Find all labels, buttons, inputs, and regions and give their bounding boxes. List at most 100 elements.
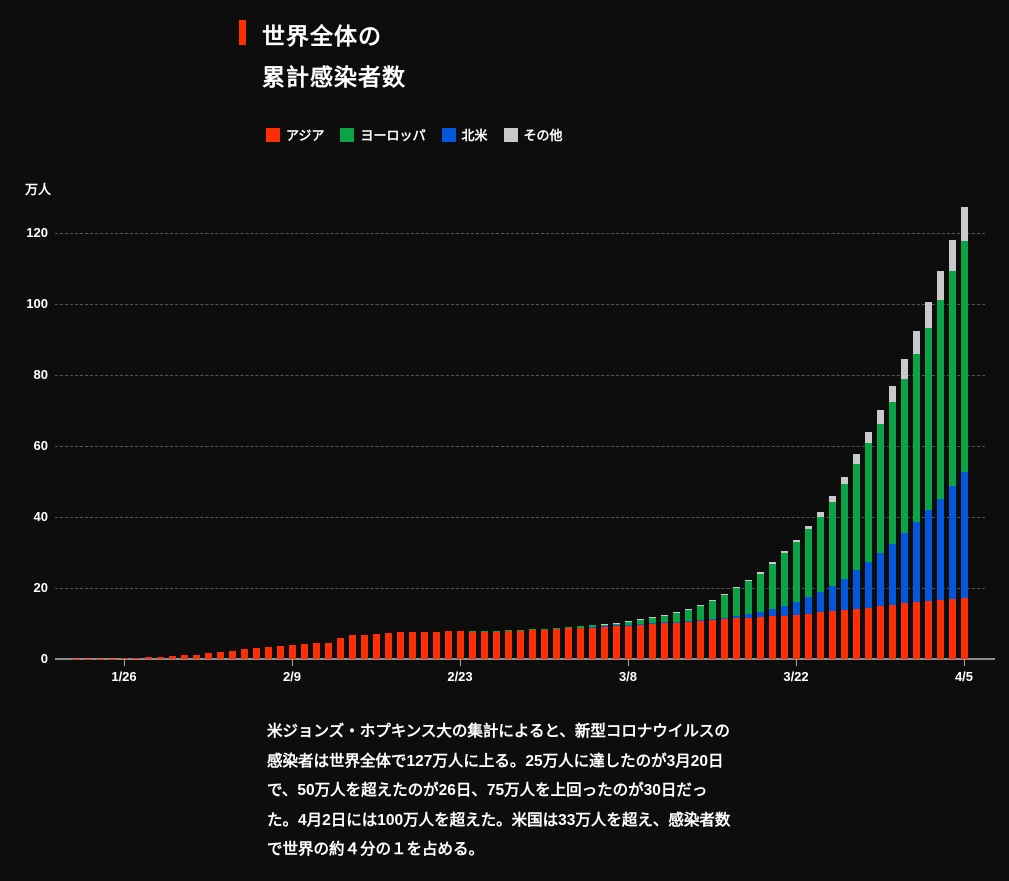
bar-segment — [576, 626, 584, 628]
bar-segment — [708, 600, 716, 619]
legend-swatch-asia — [266, 127, 280, 142]
bar-segment — [552, 628, 560, 659]
bar-segment — [468, 631, 476, 659]
bar-segment — [720, 594, 728, 618]
bar-segment — [288, 644, 296, 659]
bar-segment — [792, 614, 800, 659]
bar-segment — [804, 596, 812, 614]
bar-segment — [936, 299, 944, 499]
bar-segment — [816, 592, 824, 613]
bar-segment — [228, 650, 236, 659]
x-tick-label: 2/23 — [447, 669, 473, 684]
legend-swatch-europe — [340, 127, 355, 142]
x-tick-mark — [628, 659, 629, 666]
bar-segment — [792, 542, 800, 603]
bar-segment — [948, 239, 956, 271]
y-tick-label: 40 — [33, 509, 48, 524]
x-tick-mark — [964, 659, 965, 666]
x-tick-mark — [460, 659, 461, 666]
bar-segment — [864, 561, 872, 608]
x-tick-label: 3/22 — [783, 669, 809, 684]
bar-segment — [756, 617, 764, 659]
bar-segment — [864, 443, 872, 562]
bar-segment — [636, 624, 644, 659]
bar-segment — [336, 637, 344, 659]
bar-segment — [360, 634, 368, 659]
bar-segment — [828, 502, 836, 587]
bar-segment — [900, 603, 908, 659]
bar-segment — [276, 645, 284, 659]
bar-segment — [840, 476, 848, 485]
bar-segment — [924, 510, 932, 601]
bar-segment — [156, 656, 164, 659]
legend-item-north-america: 北米 — [441, 125, 488, 144]
bar-segment — [516, 630, 524, 659]
bar-segment — [120, 658, 128, 659]
x-tick-mark — [292, 659, 293, 666]
bar-segment — [396, 632, 404, 659]
bar-segment — [780, 615, 788, 659]
bar-segment — [180, 655, 188, 659]
bar-segment — [660, 622, 668, 659]
y-tick-label: 80 — [33, 367, 48, 382]
gridline — [55, 516, 985, 518]
bar-segment — [732, 618, 740, 659]
bar-segment — [948, 598, 956, 659]
bar-segment — [936, 599, 944, 659]
bar-segment — [708, 599, 716, 601]
bar-segment — [924, 328, 932, 511]
legend-item-others: その他 — [503, 125, 563, 144]
bar-segment — [552, 627, 560, 629]
bar-segment — [600, 626, 608, 659]
bar-segment — [852, 463, 860, 571]
x-tick-label: 3/8 — [618, 669, 638, 684]
x-tick-mark — [124, 659, 125, 666]
bar-segment — [696, 619, 704, 621]
bar-segment — [432, 631, 440, 659]
bar-segment — [564, 628, 572, 659]
bar-segment — [804, 613, 812, 659]
title-accent-bar — [239, 20, 246, 45]
bar-segment — [792, 602, 800, 615]
bar-segment — [672, 622, 680, 659]
bar-segment — [744, 614, 752, 618]
bar-segment — [708, 618, 716, 620]
bar-segment — [684, 609, 692, 621]
bar-segment — [696, 620, 704, 659]
bar-segment — [384, 633, 392, 659]
bar-segment — [720, 619, 728, 659]
gridline — [55, 587, 985, 589]
bar-segment — [420, 631, 428, 659]
bar-segment — [864, 431, 872, 444]
x-tick-label: 1/26 — [111, 669, 137, 684]
bar-segment — [564, 627, 572, 629]
bar-segment — [744, 617, 752, 659]
bar-segment — [540, 628, 548, 630]
bar-segment — [252, 647, 260, 659]
bar-segment — [912, 330, 920, 354]
bar-segment — [588, 625, 596, 628]
bar-segment — [684, 620, 692, 622]
bar-segment — [876, 606, 884, 659]
y-tick-label: 100 — [26, 296, 48, 311]
legend-label-others: その他 — [523, 128, 563, 143]
x-tick-label: 4/5 — [954, 669, 974, 684]
bar-segment — [456, 631, 464, 659]
bar-segment — [768, 616, 776, 659]
bar-segment — [888, 386, 896, 403]
bar-segment — [864, 607, 872, 659]
bar-segment — [312, 643, 320, 659]
bar-segment — [804, 525, 812, 530]
bar-segment — [960, 597, 968, 659]
bar-segment — [936, 270, 944, 300]
bar-segment — [960, 471, 968, 598]
bar-segment — [636, 619, 644, 624]
bar-segment — [828, 611, 836, 659]
y-tick-label: 60 — [33, 438, 48, 453]
legend-label-north-america: 北米 — [461, 128, 488, 143]
chart-title-line1: 世界全体の — [262, 23, 382, 49]
bar-segment — [648, 617, 656, 624]
bar-segment — [780, 606, 788, 616]
gridline — [55, 445, 985, 447]
